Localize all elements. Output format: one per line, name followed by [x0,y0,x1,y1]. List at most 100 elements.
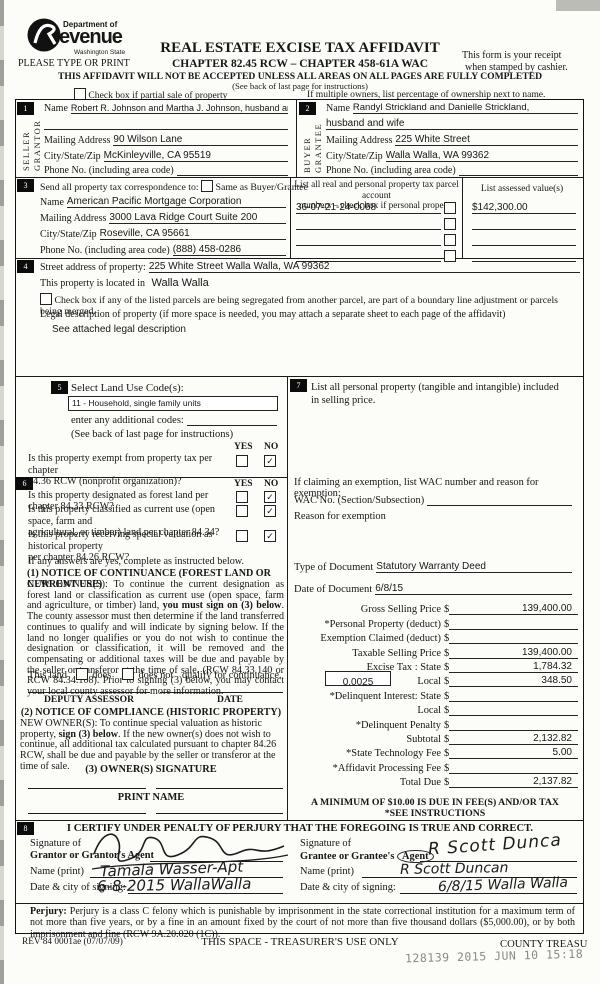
section5-number: 5 [51,381,68,394]
parcel-number-field[interactable]: 36-07-21-24-0068 [296,202,441,214]
seller-name-field[interactable]: Robert R. Johnson and Martha J. Johnson,… [70,103,288,114]
grantee-sig-label1: Signature of [300,838,352,849]
does-checkbox[interactable] [75,668,88,680]
parcel-number-field[interactable] [296,245,441,246]
print-name-line[interactable] [156,813,283,814]
money-field[interactable]: 1,784.32 [449,661,578,673]
deputy-assessor-line[interactable] [28,692,150,693]
parcel-number-field[interactable] [296,229,441,230]
assessed-value-field[interactable] [472,261,576,262]
local-rate-value: 0.0025 [342,677,374,688]
money-field[interactable]: 2,132.82 [449,733,578,745]
assessed-value-field[interactable]: $142,300.00 [472,202,576,214]
money-field[interactable]: 139,400.00 [449,603,578,616]
corr-city-field[interactable]: Roseville, CA 95661 [99,228,286,240]
money-field[interactable] [449,628,578,630]
receipt-note-line2: when stamped by cashier. [465,62,568,73]
money-field[interactable] [449,700,578,702]
corr-phone-field[interactable]: (888) 458-0286 [172,244,286,256]
partial-sale-label: Check box if partial sale of property [88,90,228,101]
assessed-value-field[interactable] [472,245,576,246]
wac-label: WAC No. (Section/Subsection) [294,495,425,506]
grantor-sig-label2: Grantor or Grantor's Agent [30,850,155,861]
grantee-agent-circled: Agent [397,850,434,863]
assessed-row [472,217,576,230]
q3-yes-checkbox[interactable] [236,505,248,517]
assessed-value-field[interactable] [472,229,576,230]
legal-desc-field[interactable]: See attached legal description [52,324,186,335]
grantor-date-line[interactable] [128,893,283,894]
q2-no-checkbox[interactable]: ✓ [264,491,276,503]
date-of-document-field[interactable]: 6/8/15 [375,583,572,595]
street-address-field[interactable]: 225 White Street Walla Walla, WA 99362 [148,261,580,273]
grantor-name-line[interactable] [90,877,283,878]
money-row-tech-fee: *State Technology Fee $ 5.00 [293,745,578,760]
notice1-text-c: . The county assessor must then determin… [27,600,284,697]
grantee-name-line[interactable] [362,877,577,878]
money-label: *Delinquent Penalty [355,719,441,731]
money-field[interactable] [449,772,578,774]
dollar-sign: $ [444,762,450,774]
corr-mailing-field[interactable]: 3000 Lava Ridge Court Suite 200 [109,212,286,224]
logo-revenue-text: evenue [59,26,123,48]
personal-property-checkbox[interactable] [444,250,456,262]
money-label: Gross Selling Price [360,604,441,616]
q3-no-checkbox[interactable]: ✓ [264,505,276,517]
buyer-phone-label: Phone No. (including area code) [326,165,456,176]
buyer-city-field[interactable]: Walla Walla, WA 99362 [385,150,578,162]
type-of-document-field[interactable]: Statutory Warranty Deed [376,561,572,573]
money-field[interactable] [449,643,578,645]
q1-line2: 84.36 RCW (nonprofit organization)? [28,476,182,487]
corr-name-field[interactable]: American Pacific Mortgage Corporation [66,196,286,208]
owner-signature-line[interactable] [28,788,146,789]
q4-yes-checkbox[interactable] [236,530,248,542]
assessor-date-line[interactable] [160,692,283,693]
buyer-name-field2[interactable]: husband and wife [326,118,578,130]
located-field[interactable]: Walla Walla [151,277,209,289]
local-rate-box[interactable]: 0.0025 [325,671,391,688]
grantee-name-handwriting[interactable]: R Scott Duncan [399,860,509,878]
parcel-row [296,233,456,246]
segregated-label: Check box if any of the listed parcels a… [40,295,558,317]
same-as-buyer-checkbox[interactable] [201,180,214,192]
seller-mailing-field[interactable]: 90 Wilson Lane [113,134,288,146]
treasurer-use-label: THIS SPACE - TREASURER'S USE ONLY [201,936,399,948]
q1-yes-checkbox[interactable] [236,455,248,467]
grantee-signature-line[interactable] [420,861,577,862]
money-row-processing-fee: *Affidavit Processing Fee $ [293,759,578,774]
seller-name-field2[interactable] [44,129,288,130]
grantor-signature[interactable] [88,824,293,876]
grantor-date-handwriting[interactable]: 6-8-2015 WallaWalla [96,874,252,896]
buyer-mailing-field[interactable]: 225 White Street [395,134,578,146]
segregated-row: Check box if any of the listed parcels a… [40,293,580,317]
seller-city-field[interactable]: McKinleyville, CA 95519 [103,150,288,162]
money-field[interactable]: 5.00 [449,747,578,760]
dollar-sign: $ [444,777,450,789]
personal-property-checkbox[interactable] [444,234,456,246]
segregated-checkbox[interactable] [40,293,52,305]
money-field[interactable]: 2,137.82 [449,776,578,789]
buyer-name-field[interactable]: Randyl Strickland and Danielle Stricklan… [352,102,578,114]
additional-codes-field[interactable] [186,425,277,426]
q4-no-checkbox[interactable]: ✓ [264,530,276,542]
personal-property-checkbox[interactable] [444,202,456,214]
q2-yes-checkbox[interactable] [236,491,248,503]
corr-phone-label: Phone No. (including area code) [40,245,170,256]
personal-property-checkbox[interactable] [444,218,456,230]
owner-signature-line[interactable] [156,788,283,789]
seller-phone-field[interactable] [176,175,288,176]
money-field[interactable] [449,715,578,717]
parcel-number-field[interactable] [296,261,441,262]
money-field[interactable]: 348.50 [449,675,578,688]
land-use-code-select[interactable]: 11 - Household, single family units [68,396,278,411]
owners-signature-title: (3) OWNER(S) SIGNATURE [85,764,217,775]
buyer-phone-field[interactable] [458,175,578,176]
money-field[interactable]: 139,400.00 [449,647,578,659]
print-name-line[interactable] [28,813,146,814]
does-not-checkbox[interactable] [121,668,134,680]
money-label: Total Due [399,777,441,789]
q1-no-checkbox[interactable]: ✓ [264,455,276,467]
money-field[interactable] [449,729,578,731]
grantee-date-line[interactable] [400,893,577,894]
wac-field[interactable] [427,505,572,506]
